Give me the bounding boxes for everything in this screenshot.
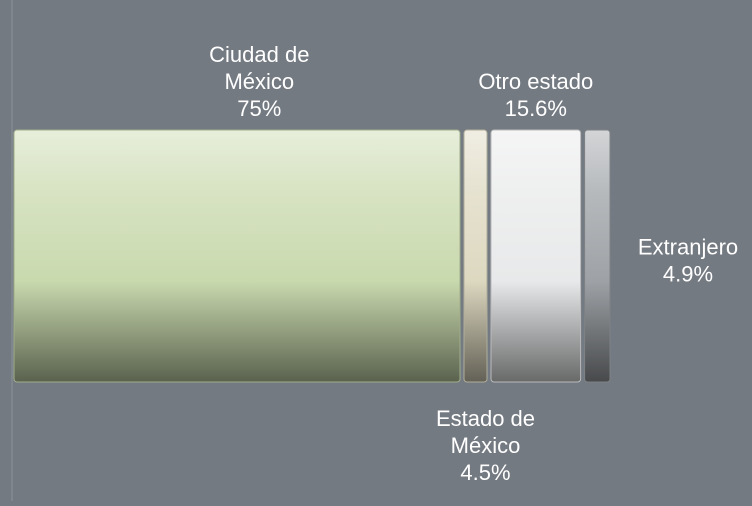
data-label-value-3: 4.9%	[663, 262, 713, 287]
data-label-category-0: México	[224, 69, 294, 94]
bar-segments	[13, 129, 611, 383]
data-label-value-2: 15.6%	[505, 96, 567, 121]
bar-segment-3	[584, 129, 611, 383]
data-label-value-1: 4.5%	[460, 460, 510, 485]
data-label-category-3: Extranjero	[638, 235, 738, 260]
bar-segment-1	[463, 129, 488, 383]
bar-segment-2	[490, 129, 582, 383]
data-label-category-1: México	[451, 433, 521, 458]
data-label-category-0: Ciudad de	[209, 42, 309, 67]
data-label-value-0: 75%	[237, 96, 281, 121]
bar-segment-0	[13, 129, 461, 383]
data-label-category-1: Estado de	[436, 406, 535, 431]
data-label-category-2: Otro estado	[478, 69, 593, 94]
